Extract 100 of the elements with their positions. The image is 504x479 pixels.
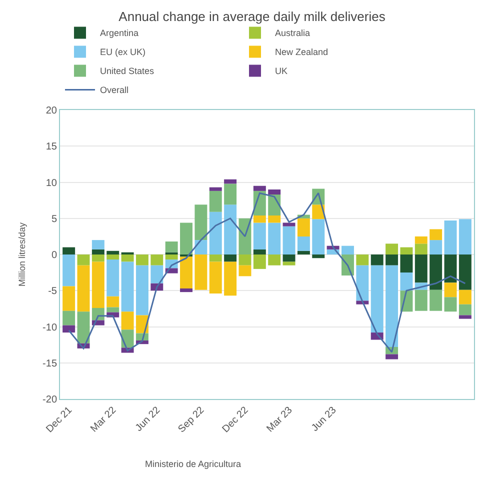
- bar: [282, 254, 296, 262]
- bar: [268, 189, 281, 195]
- bar: [238, 254, 252, 266]
- bar: [414, 290, 428, 311]
- legend-label: New Zealand: [275, 47, 328, 58]
- y-tick-label: 10: [46, 178, 58, 189]
- x-tick-label: Jun 23: [310, 404, 340, 434]
- bar: [209, 262, 222, 294]
- bar: [430, 290, 442, 311]
- bar: [444, 254, 457, 283]
- bar: [180, 256, 192, 288]
- bar: [106, 260, 120, 296]
- bar: [356, 254, 369, 266]
- line-series: [68, 192, 466, 353]
- bar: [458, 315, 472, 319]
- bar: [238, 218, 252, 254]
- x-tick-label: Jun 22: [134, 404, 163, 434]
- bar: [430, 240, 442, 254]
- bar: [282, 222, 296, 226]
- bar: [253, 249, 266, 254]
- bar: [297, 236, 310, 251]
- bar: [92, 249, 104, 254]
- bar: [180, 288, 192, 292]
- bar: [458, 290, 472, 304]
- bar: [194, 240, 208, 254]
- bar: [224, 179, 237, 184]
- bar: [62, 247, 76, 254]
- x-tick-label: Dec 21: [44, 404, 75, 436]
- bar: [121, 262, 134, 312]
- x-tick-label: Mar 22: [88, 404, 119, 435]
- chart-title: Annual change in average daily milk deliveries: [118, 9, 386, 24]
- bar: [268, 222, 281, 254]
- bar: [312, 219, 325, 254]
- y-tick-label: -15: [42, 358, 58, 370]
- bar: [150, 265, 164, 284]
- y-tick-label: 5: [51, 214, 58, 225]
- legend-label: United States: [100, 66, 155, 76]
- legend-label: Australia: [275, 28, 310, 38]
- bar: [458, 254, 472, 290]
- bar: [62, 310, 76, 326]
- y-tick-label: 0: [51, 250, 58, 261]
- bar: [150, 254, 164, 266]
- legend-label: Overall: [100, 85, 129, 96]
- bar: [121, 312, 134, 330]
- text: Ministerio de Agricultura: [145, 459, 242, 469]
- bar: [370, 265, 384, 333]
- legend-label: UK: [275, 66, 288, 76]
- bar: [194, 204, 208, 240]
- bar: [253, 215, 266, 223]
- bar: [92, 254, 104, 262]
- bar: [370, 254, 384, 266]
- bar: [268, 215, 281, 223]
- bar: [165, 254, 178, 260]
- bar: [356, 265, 369, 301]
- y-tick-label: 15: [46, 142, 58, 153]
- y-tick-label: -5: [48, 286, 58, 298]
- bar: [106, 254, 120, 260]
- bar: [92, 262, 104, 308]
- bar: [62, 254, 76, 286]
- bar: [121, 330, 134, 348]
- bar: [400, 272, 413, 291]
- bar: [297, 250, 310, 254]
- bar: [209, 190, 222, 212]
- bar: [194, 254, 208, 290]
- bar: [400, 254, 413, 273]
- bar: [136, 254, 148, 266]
- bar: [62, 286, 76, 311]
- bar: [224, 184, 237, 205]
- bar: [224, 262, 237, 296]
- bar: [444, 282, 457, 298]
- bar: [458, 219, 472, 254]
- bar: [224, 204, 237, 254]
- bar: [297, 218, 310, 236]
- bar: [312, 204, 325, 220]
- bar: [386, 254, 398, 266]
- bar: [77, 254, 90, 266]
- bar: [253, 254, 266, 269]
- y-tick-label: -10: [42, 322, 58, 334]
- bar: [253, 222, 266, 250]
- bar: [282, 226, 296, 254]
- bar: [209, 212, 222, 254]
- bar: [209, 187, 222, 191]
- bar: [282, 262, 296, 266]
- bar: [444, 297, 457, 312]
- bar: [224, 254, 237, 262]
- bar: [414, 254, 428, 283]
- bar: [444, 220, 457, 254]
- bar: [136, 265, 148, 316]
- bar: [430, 254, 442, 290]
- bar: [386, 265, 398, 347]
- bar: [400, 247, 413, 254]
- y-tick-label: 20: [46, 106, 58, 116]
- bar: [312, 254, 325, 258]
- bar: [92, 240, 104, 250]
- y-tick-label: -20: [42, 394, 58, 406]
- x-tick-label: Dec 22: [220, 404, 251, 436]
- bar: [77, 265, 90, 312]
- x-tick-label: Sep 22: [176, 404, 207, 436]
- bar: [414, 244, 428, 254]
- bar: [77, 312, 90, 344]
